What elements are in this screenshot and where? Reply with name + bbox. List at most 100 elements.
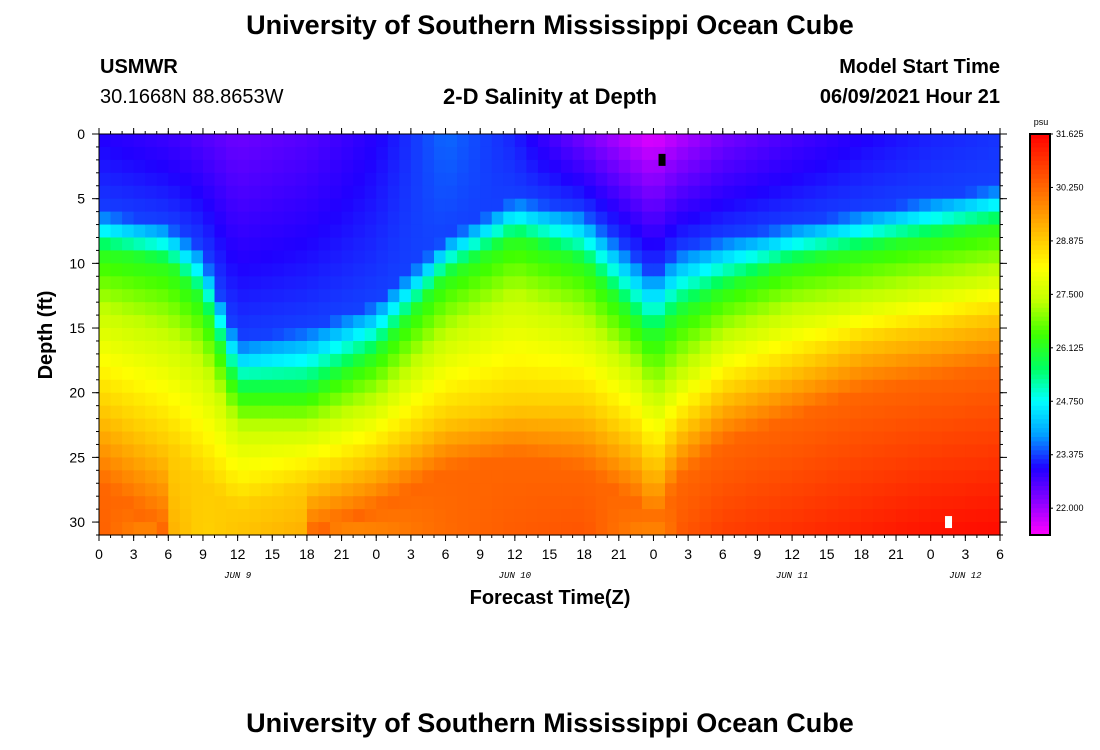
heatmap-cell: [849, 366, 862, 381]
heatmap-cell: [988, 522, 1001, 536]
heatmap-cell: [953, 134, 966, 148]
heatmap-cell: [179, 276, 193, 290]
heatmap-cell: [168, 496, 181, 510]
heatmap-cell: [387, 198, 400, 213]
heatmap-cell: [491, 483, 504, 497]
heatmap-cell: [122, 431, 135, 446]
colorbar-label: 28.875: [1056, 236, 1084, 246]
heatmap-cell: [226, 392, 239, 407]
heatmap-cell: [457, 328, 470, 342]
heatmap-cell: [283, 405, 296, 420]
heatmap-cell: [630, 224, 643, 239]
heatmap-cell: [295, 405, 308, 420]
colorbar-swatch: [1030, 485, 1050, 492]
colorbar-swatch: [1030, 138, 1050, 144]
heatmap-cell: [526, 379, 539, 394]
heatmap-cell: [630, 353, 643, 368]
heatmap-cell: [930, 444, 943, 458]
heatmap-cell: [202, 431, 216, 446]
heatmap-cell: [330, 315, 343, 329]
heatmap-cell: [514, 509, 527, 523]
heatmap-cell: [514, 470, 527, 484]
heatmap-cell: [618, 418, 631, 433]
heatmap-cell: [665, 431, 678, 446]
x-tick-label: 0: [372, 546, 380, 562]
heatmap-cell: [341, 470, 354, 484]
heatmap-cell: [792, 302, 805, 316]
heatmap-cell: [688, 159, 701, 174]
heatmap-cell: [145, 263, 158, 277]
heatmap-cell: [584, 250, 597, 264]
heatmap-cell: [988, 172, 1001, 187]
heatmap-cell: [688, 431, 701, 446]
heatmap-cell: [306, 366, 320, 381]
heatmap-cell: [919, 250, 932, 264]
heatmap-cell: [699, 405, 712, 420]
heatmap-cell: [491, 366, 504, 381]
heatmap-cell: [665, 146, 678, 161]
colorbar-swatch: [1030, 401, 1050, 407]
heatmap-cell: [145, 483, 158, 497]
heatmap-cell: [965, 328, 978, 342]
heatmap-cell: [653, 509, 666, 523]
heatmap-cell: [237, 470, 250, 484]
heatmap-cell: [561, 392, 574, 407]
heatmap-cell: [826, 134, 839, 148]
heatmap-cell: [930, 146, 943, 161]
heatmap-cell: [942, 159, 955, 174]
heatmap-cell: [514, 146, 527, 161]
heatmap-cell: [607, 250, 620, 264]
heatmap-cell: [584, 522, 597, 536]
heatmap-cell: [665, 237, 678, 252]
heatmap-cell: [237, 483, 250, 497]
heatmap-cell: [861, 340, 874, 355]
heatmap-cell: [503, 522, 516, 536]
heatmap-cell: [514, 198, 527, 213]
heatmap-cell: [688, 315, 701, 329]
heatmap-cell: [179, 237, 193, 252]
colorbar-swatch: [1030, 289, 1050, 295]
heatmap-cell: [872, 457, 886, 471]
heatmap-cell: [376, 379, 389, 394]
x-tick-label: 21: [611, 546, 627, 562]
heatmap-cell: [410, 379, 424, 394]
heatmap-cell: [826, 405, 839, 420]
heatmap-cell: [468, 276, 481, 290]
heatmap-cell: [584, 159, 597, 174]
heatmap-cell: [734, 379, 747, 394]
heatmap-cell: [976, 353, 990, 368]
y-tick-label: 30: [69, 514, 85, 530]
heatmap-cell: [595, 237, 608, 252]
heatmap-cell: [561, 172, 574, 187]
heatmap-cell: [907, 302, 920, 316]
heatmap-cell: [537, 522, 551, 536]
heatmap-cell: [433, 353, 447, 368]
heatmap-cell: [191, 224, 204, 239]
heatmap-cell: [699, 224, 712, 239]
heatmap-cell: [942, 444, 955, 458]
heatmap-cell: [595, 470, 608, 484]
heatmap-cell: [410, 250, 424, 264]
heatmap-cell: [399, 431, 412, 446]
heatmap-cell: [896, 289, 909, 303]
heatmap-cell: [907, 483, 920, 497]
heatmap-cell: [734, 146, 747, 161]
heatmap-cell: [318, 340, 331, 355]
heatmap-cell: [872, 198, 886, 213]
heatmap-cell: [491, 509, 504, 523]
heatmap-cell: [803, 146, 816, 161]
heatmap-cell: [768, 198, 782, 213]
x-axis-label: Forecast Time(Z): [470, 587, 631, 609]
heatmap-cell: [237, 263, 250, 277]
heatmap-cell: [561, 224, 574, 239]
heatmap-cell: [757, 328, 770, 342]
heatmap-cell: [353, 328, 366, 342]
heatmap-cell: [376, 302, 389, 316]
heatmap-cell: [226, 328, 239, 342]
heatmap-cell: [410, 134, 424, 148]
heatmap-cell: [306, 379, 320, 394]
heatmap-cell: [237, 198, 250, 213]
heatmap-cell: [387, 366, 400, 381]
heatmap-cell: [156, 457, 169, 471]
heatmap-cell: [226, 405, 239, 420]
